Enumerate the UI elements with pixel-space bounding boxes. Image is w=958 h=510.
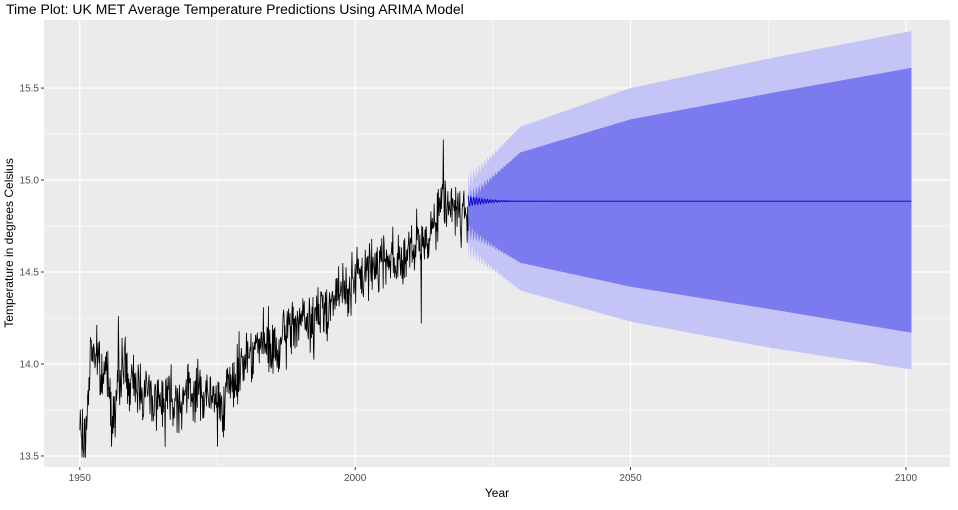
- y-tick-label: 15.5: [20, 84, 40, 95]
- y-tick-label: 14.0: [20, 359, 40, 370]
- x-axis-ticks: 1950 2000 2050 2100: [69, 467, 918, 484]
- prediction-bands: [468, 31, 912, 370]
- y-tick-label: 14.5: [20, 268, 40, 279]
- chart-title: Time Plot: UK MET Average Temperature Pr…: [6, 1, 464, 17]
- y-tick-label: 13.5: [20, 451, 40, 462]
- y-tick-label: 15.0: [20, 176, 40, 187]
- band-80: [468, 67, 912, 333]
- forecast-mean-series: [467, 195, 912, 207]
- x-tick-label: 2100: [895, 473, 918, 484]
- observed-series: [79, 139, 469, 458]
- x-tick-label: 1950: [69, 473, 92, 484]
- series-lines: [79, 139, 912, 458]
- x-tick-label: 2050: [619, 473, 642, 484]
- x-axis-title: Year: [485, 486, 509, 500]
- y-axis-title: Temperature in degrees Celsius: [2, 158, 16, 327]
- x-tick-label: 2000: [344, 473, 367, 484]
- y-axis-ticks: 13.5 14.0 14.5 15.0 15.5: [20, 84, 44, 462]
